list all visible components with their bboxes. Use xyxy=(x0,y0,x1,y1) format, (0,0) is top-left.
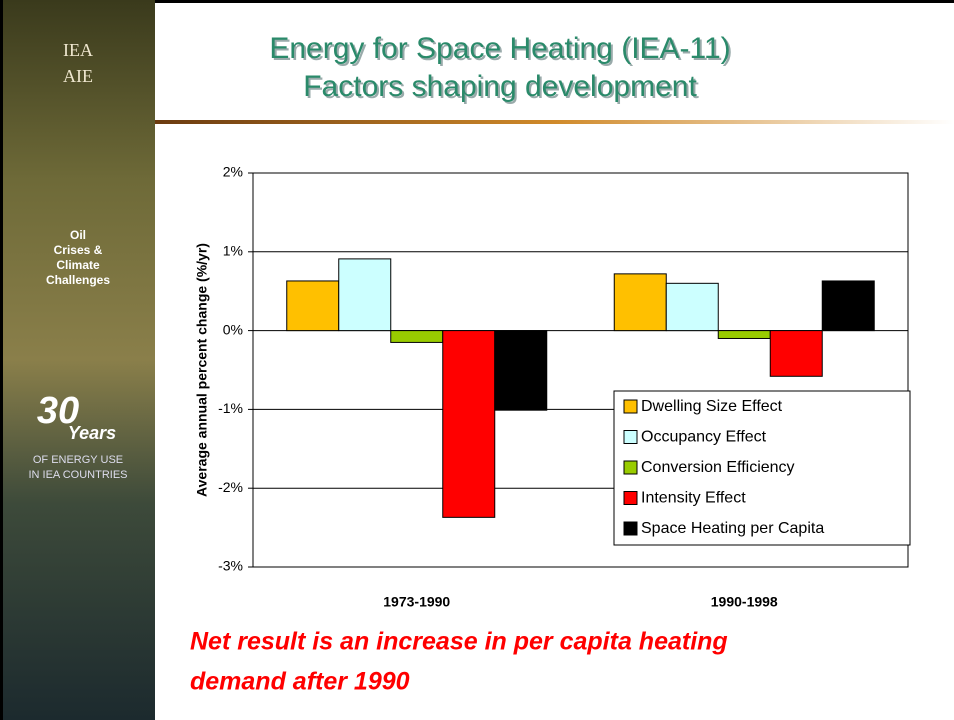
note: Net result is an increase in per capita … xyxy=(190,628,728,656)
y-tick-label: -1% xyxy=(218,400,243,416)
bar xyxy=(718,331,770,339)
bar xyxy=(443,331,495,518)
legend-label: Intensity Effect xyxy=(641,490,746,507)
x-tick-label: 1973-1990 xyxy=(383,594,450,610)
slide-title: Energy for Space Heating (IEA-11) xyxy=(269,32,730,65)
slide-title: Factors shaping development xyxy=(303,70,697,103)
slide: Energy for Space Heating (IEA-11)Energy … xyxy=(0,0,954,720)
legend-swatch xyxy=(624,431,637,444)
logo: IEA xyxy=(63,40,93,60)
legend-label: Conversion Efficiency xyxy=(641,459,795,476)
legend-label: Dwelling Size Effect xyxy=(641,398,783,415)
badge-text: IN IEA COUNTRIES xyxy=(28,469,127,481)
bar xyxy=(391,331,443,343)
bar xyxy=(339,259,391,331)
legend-label: Occupancy Effect xyxy=(641,429,767,446)
logo: AIE xyxy=(63,66,93,86)
bar xyxy=(614,274,666,331)
legend-swatch xyxy=(624,522,637,535)
badge-word: Years xyxy=(68,423,116,443)
bar xyxy=(495,331,547,411)
y-tick-label: -3% xyxy=(218,558,243,574)
title-rule xyxy=(155,120,954,124)
chart: -3% -2% -1% 0% 1% 2% Average annual percent ch… xyxy=(194,164,910,610)
y-tick-label: 0% xyxy=(223,321,243,337)
y-tick-label: 1% xyxy=(223,243,243,259)
legend-swatch xyxy=(624,492,637,505)
sidebar-text: Oil xyxy=(70,228,86,242)
sidebar-text: Challenges xyxy=(46,273,110,287)
sidebar-text: Climate xyxy=(56,258,100,272)
bar xyxy=(287,281,339,331)
y-tick-label: -2% xyxy=(218,479,243,495)
sidebar xyxy=(0,0,155,720)
sidebar-text: Crises & xyxy=(54,243,103,257)
legend-swatch xyxy=(624,400,637,413)
bar xyxy=(770,331,822,377)
bar xyxy=(822,281,874,331)
badge-text: OF ENERGY USE xyxy=(33,454,123,466)
legend-swatch xyxy=(624,461,637,474)
bar xyxy=(666,283,718,330)
note: demand after 1990 xyxy=(190,668,410,696)
legend-label: Space Heating per Capita xyxy=(641,520,824,537)
y-tick-label: 2% xyxy=(223,164,243,180)
y-axis-title: Average annual percent change (%/yr) xyxy=(194,243,210,497)
x-tick-label: 1990-1998 xyxy=(711,594,778,610)
left-border xyxy=(0,0,3,720)
